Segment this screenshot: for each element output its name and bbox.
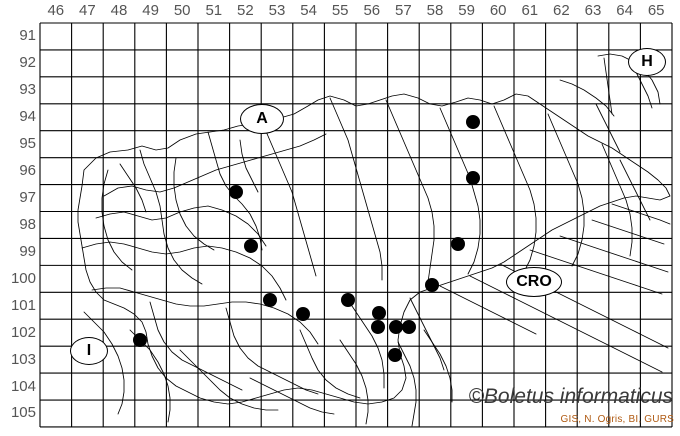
occurrence-point: [372, 306, 386, 320]
occurrence-point: [388, 348, 402, 362]
row-label: 105: [10, 404, 36, 422]
column-label: 53: [268, 2, 286, 19]
column-label: 64: [616, 2, 633, 19]
row-label: 102: [10, 323, 36, 341]
column-label: 65: [647, 2, 665, 19]
region-badge-a: A: [240, 104, 284, 134]
column-label: 57: [395, 2, 412, 19]
occurrence-point: [425, 278, 439, 292]
grid-lines: [39, 22, 673, 428]
row-label: 98: [19, 215, 36, 233]
occurrence-point: [371, 320, 385, 334]
row-label: 92: [19, 54, 36, 72]
occurrence-point: [244, 239, 258, 253]
column-label: 46: [47, 2, 65, 19]
column-label: 49: [142, 2, 159, 19]
credit-text: GIS, N. Ogris, BI, GURS: [560, 414, 674, 425]
column-label: 50: [173, 2, 191, 19]
occurrence-point: [341, 293, 355, 307]
column-label: 51: [205, 2, 223, 19]
occurrence-point: [133, 333, 147, 347]
occurrence-point: [263, 293, 277, 307]
row-label: 95: [19, 135, 36, 153]
column-label: 59: [458, 2, 475, 19]
copyright-text: ©Boletus informaticus: [468, 385, 673, 408]
row-label: 91: [19, 27, 36, 45]
column-label: 47: [79, 2, 96, 19]
column-label: 63: [584, 2, 602, 19]
row-label: 101: [10, 296, 36, 314]
occurrence-point: [466, 115, 480, 129]
row-label: 96: [19, 162, 36, 180]
column-label: 56: [363, 2, 381, 19]
occurrence-point: [451, 237, 465, 251]
occurrence-point: [389, 320, 403, 334]
column-label: 61: [521, 2, 539, 19]
region-badge-h: H: [628, 48, 666, 76]
column-label: 62: [553, 2, 570, 19]
row-label: 100: [10, 269, 36, 287]
column-label: 54: [300, 2, 317, 19]
row-label: 97: [19, 189, 36, 207]
region-badge-cro: CRO: [506, 267, 562, 297]
column-label: 52: [237, 2, 254, 19]
occurrence-point: [402, 320, 416, 334]
column-label: 48: [110, 2, 128, 19]
row-label: 99: [19, 242, 36, 260]
column-label: 55: [331, 2, 349, 19]
column-label: 60: [489, 2, 507, 19]
occurrence-point: [296, 307, 310, 321]
row-label: 104: [10, 377, 36, 395]
row-label: 93: [19, 81, 36, 99]
column-label: 58: [426, 2, 444, 19]
region-badge-i: I: [70, 337, 108, 365]
row-label: 94: [19, 108, 36, 126]
occurrence-point: [229, 185, 243, 199]
occurrence-point: [466, 171, 480, 185]
row-label: 103: [10, 350, 36, 368]
